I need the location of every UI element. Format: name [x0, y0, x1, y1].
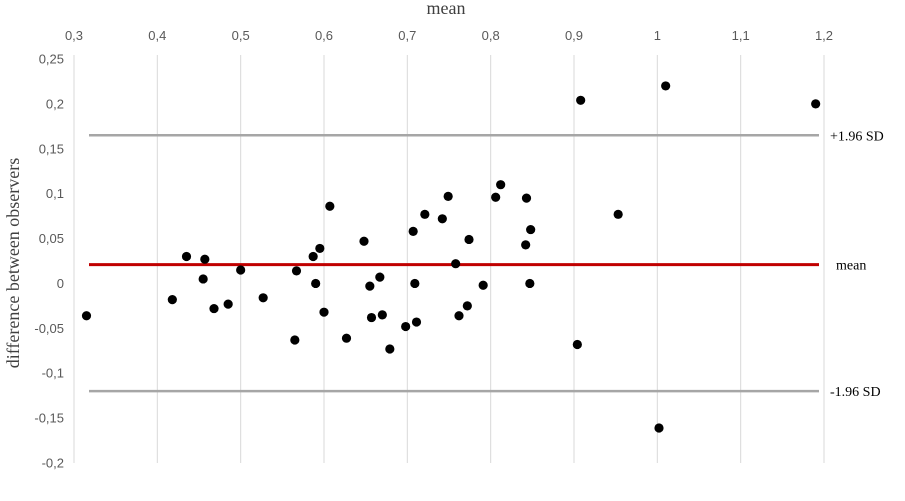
data-point	[401, 321, 411, 332]
data-point	[315, 243, 325, 254]
data-point	[200, 254, 210, 264]
data-point	[308, 251, 318, 262]
data-point	[420, 209, 430, 219]
data-point	[223, 299, 233, 309]
data-point	[236, 265, 246, 275]
data-point	[258, 293, 268, 303]
x-axis-title: mean	[427, 0, 466, 18]
data-point	[526, 224, 536, 235]
x-tick-label: 0,4	[148, 28, 166, 43]
data-point	[209, 303, 219, 314]
y-tick-label: -0,05	[34, 321, 64, 336]
data-point	[375, 272, 385, 282]
y-tick-label: 0,2	[46, 96, 64, 111]
upper-line-label: +1.96 SD	[830, 129, 884, 144]
data-point	[521, 240, 531, 250]
data-point	[408, 226, 418, 236]
x-tick-label: 0,6	[315, 28, 333, 43]
data-point	[181, 251, 192, 262]
y-tick-label: 0,15	[39, 141, 64, 156]
data-point	[576, 95, 586, 105]
data-point	[359, 236, 369, 246]
y-tick-label: -0,2	[42, 456, 64, 471]
data-point	[167, 295, 177, 305]
data-point	[290, 335, 300, 345]
x-tick-label: 0,8	[482, 28, 500, 43]
y-tick-label: -0,15	[34, 411, 64, 426]
y-axis-title: difference between observers	[3, 158, 23, 369]
data-point	[377, 310, 387, 320]
data-point	[325, 201, 335, 211]
data-point	[462, 301, 472, 311]
reference-lines: +1.96 SD mean -1.96 SD	[89, 129, 884, 400]
data-point	[311, 278, 321, 289]
x-tick-label: 0,5	[232, 28, 250, 43]
y-tick-label: 0,1	[46, 186, 64, 201]
y-tick-label: -0,1	[42, 366, 64, 381]
data-point	[454, 311, 464, 321]
data-point	[365, 281, 375, 291]
data-point	[366, 312, 377, 323]
data-point	[654, 423, 664, 433]
x-tick-label: 0,9	[565, 28, 583, 43]
data-point	[661, 81, 671, 91]
lower-line-label: -1.96 SD	[830, 385, 881, 400]
x-tick-label: 0,3	[65, 28, 83, 43]
data-point	[521, 193, 532, 203]
data-point	[341, 333, 352, 343]
data-point	[464, 234, 474, 245]
data-point	[291, 266, 302, 276]
data-point	[525, 278, 535, 289]
y-tick-label: 0	[57, 276, 64, 291]
data-point	[437, 214, 447, 224]
data-point	[81, 311, 92, 321]
data-point	[411, 317, 422, 327]
data-point	[443, 191, 453, 201]
data-point	[198, 274, 208, 284]
x-tick-label: 1	[654, 28, 661, 43]
data-points	[81, 81, 821, 433]
x-tick-label: 1,1	[732, 28, 750, 43]
data-point	[385, 344, 395, 354]
tick-labels: 0,3 0,4 0,5 0,6 0,7 0,8 0,9 1 1,1 1,2 0,25 0,2 0,15 0…	[34, 28, 833, 471]
grid-layer	[73, 55, 825, 463]
x-tick-label: 0,7	[398, 28, 416, 43]
data-point	[613, 209, 623, 219]
data-point	[496, 180, 506, 190]
x-tick-label: 1,2	[815, 28, 833, 43]
data-point	[451, 259, 461, 269]
y-tick-label: 0,05	[39, 231, 64, 246]
data-point	[319, 307, 329, 317]
y-tick-label: 0,25	[39, 52, 64, 67]
data-point	[478, 280, 488, 290]
data-point	[410, 278, 420, 289]
data-point	[572, 339, 582, 350]
data-point	[811, 99, 821, 109]
mean-line-label: mean	[836, 259, 866, 274]
data-point	[491, 192, 501, 202]
